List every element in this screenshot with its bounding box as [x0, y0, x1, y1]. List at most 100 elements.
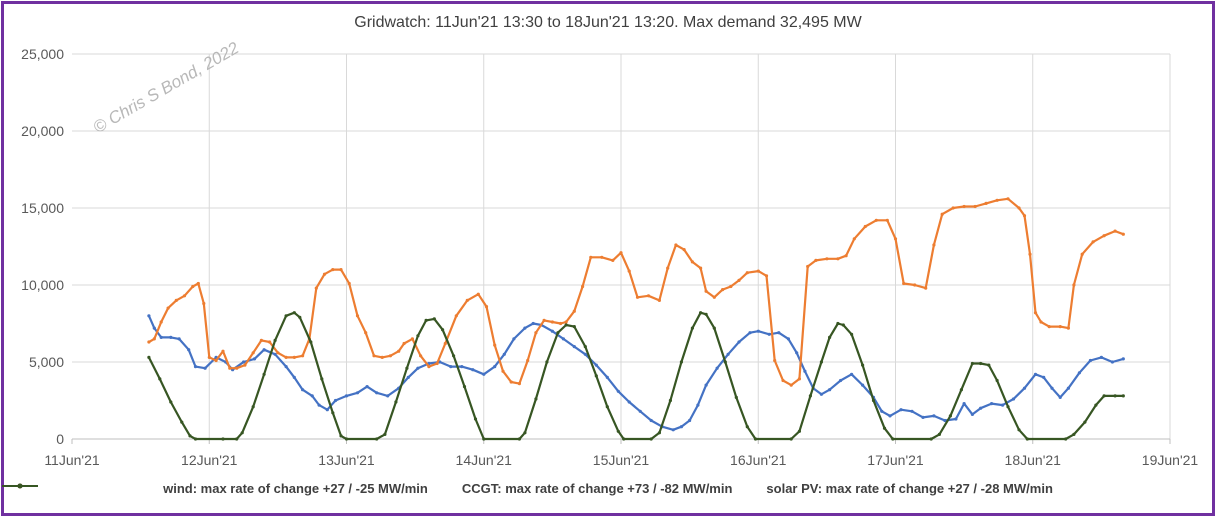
data-point-ccgt: [932, 243, 936, 247]
data-point-solar: [462, 385, 467, 389]
data-point-wind: [748, 331, 752, 335]
data-point-ccgt: [1058, 325, 1062, 329]
data-point-solar: [861, 363, 865, 367]
data-point-solar: [948, 414, 953, 418]
data-point-solar: [432, 317, 436, 321]
data-point-ccgt: [476, 292, 480, 296]
data-point-ccgt: [737, 278, 741, 282]
data-point-ccgt: [339, 268, 343, 272]
data-point-ccgt: [814, 258, 818, 262]
data-point-solar: [959, 388, 964, 392]
data-point-ccgt: [600, 255, 604, 259]
gridlines: [72, 53, 1171, 439]
data-point-wind: [193, 365, 198, 369]
data-point-solar: [583, 345, 587, 349]
data-point-ccgt: [564, 320, 568, 324]
data-point-solar: [808, 394, 813, 398]
data-point-solar: [622, 437, 626, 441]
data-point-ccgt: [836, 257, 840, 261]
data-point-ccgt: [951, 206, 955, 210]
data-point-ccgt: [902, 281, 906, 286]
data-point-ccgt: [196, 281, 200, 286]
y-tick-label: 0: [56, 431, 64, 447]
data-point-solar: [284, 314, 288, 318]
data-point-wind: [767, 332, 771, 336]
data-point-solar: [534, 397, 538, 401]
data-point-ccgt: [682, 248, 686, 252]
data-point-solar: [1083, 420, 1087, 424]
data-point-ccgt: [1121, 232, 1125, 236]
data-point-ccgt: [1022, 214, 1027, 218]
x-tick-label: 18Jun'21: [1005, 452, 1062, 468]
data-point-solar: [251, 405, 255, 409]
data-point-ccgt: [789, 383, 793, 387]
data-point-solar: [482, 437, 486, 441]
data-point-solar: [240, 431, 244, 435]
data-point-wind: [979, 406, 983, 410]
data-point-ccgt: [581, 284, 585, 289]
data-point-wind: [502, 352, 506, 356]
data-point-ccgt: [276, 351, 280, 355]
data-point-ccgt: [1072, 283, 1076, 287]
data-point-solar: [169, 400, 173, 404]
data-point-ccgt: [347, 281, 351, 286]
data-point-ccgt: [1028, 252, 1032, 256]
data-point-wind: [970, 412, 975, 416]
data-point-wind: [317, 403, 321, 407]
data-point-ccgt: [690, 260, 695, 264]
data-point-wind: [325, 408, 329, 412]
data-point-wind: [803, 369, 807, 373]
data-point-wind: [943, 418, 947, 423]
data-point-solar: [979, 361, 983, 366]
data-point-wind: [523, 326, 527, 330]
data-point-ccgt: [501, 369, 505, 373]
data-point-solar: [441, 328, 445, 332]
data-point-wind: [954, 417, 958, 421]
data-point-wind: [921, 415, 925, 419]
data-point-ccgt: [721, 288, 725, 292]
data-point-ccgt: [1017, 206, 1021, 210]
data-point-wind: [1050, 386, 1054, 390]
y-tick-label: 25,000: [21, 46, 64, 62]
data-point-solar: [594, 374, 598, 378]
data-point-wind: [850, 372, 854, 376]
data-point-wind: [839, 378, 843, 383]
data-point-ccgt: [825, 257, 829, 261]
data-point-ccgt: [301, 354, 305, 358]
legend-label-solar: solar PV: max rate of change +27 / -28 M…: [766, 481, 1053, 496]
data-point-ccgt: [712, 295, 716, 299]
data-point-ccgt: [228, 366, 232, 370]
data-point-solar: [339, 434, 343, 438]
data-point-wind: [910, 409, 914, 413]
data-point-solar: [452, 354, 456, 358]
data-point-ccgt: [147, 340, 151, 344]
data-point-ccgt: [166, 306, 170, 310]
data-point-wind: [572, 345, 576, 349]
x-tick-label: 14Jun'21: [456, 452, 513, 468]
data-point-solar: [292, 311, 296, 315]
data-point-solar: [712, 326, 716, 330]
data-point-solar: [797, 429, 802, 433]
data-point-solar: [523, 431, 527, 435]
data-point-solar: [605, 405, 609, 409]
data-point-solar: [929, 437, 933, 441]
data-point-solar: [668, 398, 673, 403]
data-point-ccgt: [657, 298, 662, 302]
data-point-ccgt: [355, 314, 360, 318]
data-point-wind: [627, 400, 631, 404]
data-point-solar: [789, 437, 793, 441]
data-point-wind: [1066, 386, 1070, 390]
data-point-ccgt: [493, 343, 497, 347]
data-point-solar: [871, 398, 876, 403]
data-point-solar: [819, 360, 824, 364]
data-point-ccgt: [202, 301, 206, 306]
data-point-wind: [355, 391, 360, 395]
data-point-ccgt: [534, 331, 538, 335]
data-point-solar: [679, 360, 684, 364]
data-point-solar: [1006, 405, 1010, 409]
data-point-solar: [262, 372, 266, 376]
data-point-ccgt: [1039, 320, 1043, 324]
data-point-wind: [482, 372, 486, 376]
data-point-ccgt: [1033, 311, 1038, 315]
data-point-solar: [1094, 403, 1098, 407]
